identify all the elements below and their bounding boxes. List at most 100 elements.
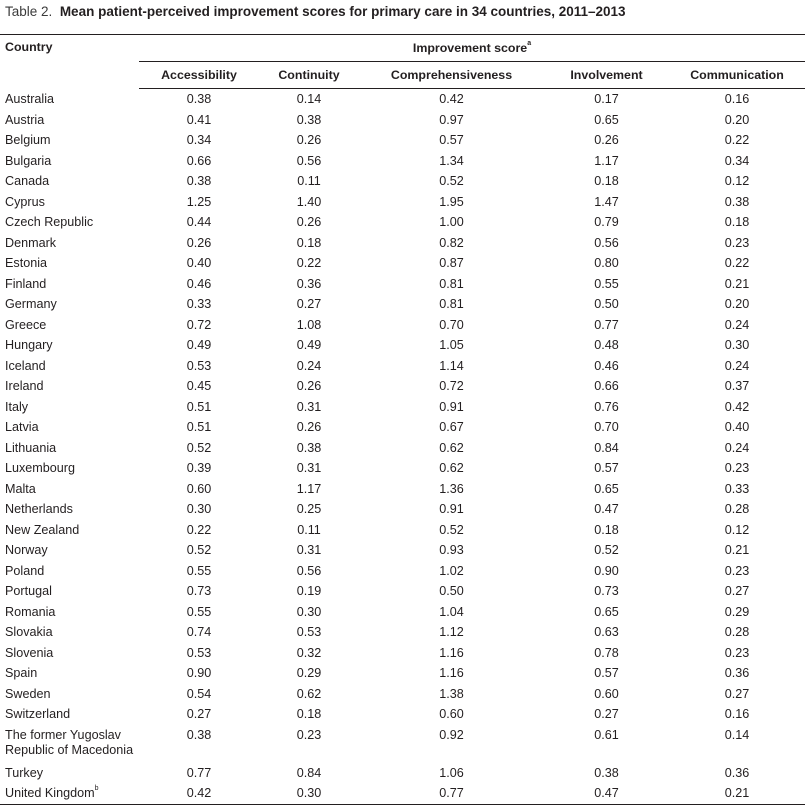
score-cell-communication: 0.28 [724, 502, 750, 517]
group-header-label: Improvement score [412, 41, 528, 55]
score-cell-communication: 0.18 [724, 215, 750, 230]
score-cell-continuity: 0.26 [296, 215, 322, 230]
score-cell-accessibility: 0.52 [186, 543, 212, 558]
country-name: The former Yugoslav Republic of Macedoni… [5, 727, 134, 757]
country-cell: Denmark [0, 233, 139, 254]
table-row: Spain 0.90 0.29 1.16 0.57 0.36 [0, 663, 805, 684]
score-cell-comprehensiveness: 1.38 [439, 686, 464, 701]
country-cell: Spain [0, 663, 139, 684]
score-cell-comprehensiveness: 0.57 [439, 133, 464, 148]
table-row: Greece 0.72 1.08 0.70 0.77 0.24 [0, 315, 805, 336]
score-cell-accessibility: 0.27 [186, 707, 212, 722]
score-cell-accessibility: 0.54 [186, 686, 212, 701]
table-row: Cyprus 1.25 1.40 1.95 1.47 0.38 [0, 192, 805, 213]
score-cell-comprehensiveness: 1.14 [439, 358, 464, 373]
country-name: New Zealand [5, 522, 80, 537]
score-cell-accessibility: 0.33 [186, 297, 212, 312]
score-cell-continuity: 0.11 [297, 174, 321, 189]
country-cell: Italy [0, 397, 139, 418]
score-cell-comprehensiveness: 1.34 [439, 153, 464, 168]
score-cell-involvement: 0.70 [594, 420, 619, 435]
table-title: Mean patient-perceived improvement score… [59, 4, 626, 19]
table-row: Luxembourg 0.39 0.31 0.62 0.57 0.23 [0, 458, 805, 479]
table-row: Germany 0.33 0.27 0.81 0.50 0.20 [0, 294, 805, 315]
score-cell-communication: 0.23 [724, 235, 750, 250]
country-cell: Germany [0, 294, 139, 315]
table-row: Iceland 0.53 0.24 1.14 0.46 0.24 [0, 356, 805, 377]
score-cell-comprehensiveness: 0.92 [439, 727, 464, 742]
score-cell-continuity: 0.31 [296, 399, 322, 414]
table-label: Table 2. [5, 4, 53, 19]
score-cell-accessibility: 0.42 [139, 783, 259, 805]
table-row: Lithuania 0.52 0.38 0.62 0.84 0.24 [0, 438, 805, 459]
score-cell-accessibility: 0.30 [186, 502, 212, 517]
score-cell-involvement: 0.65 [594, 481, 619, 496]
score-cell-communication: 0.33 [724, 481, 750, 496]
table-row: Belgium 0.34 0.26 0.57 0.26 0.22 [0, 130, 805, 151]
column-header-accessibility: Accessibility [139, 61, 259, 89]
score-cell-communication: 0.20 [724, 112, 750, 127]
country-cell: Slovenia [0, 643, 139, 664]
score-cell-communication: 0.16 [724, 92, 750, 107]
country-name: Romania [5, 604, 56, 619]
country-name: Turkey [5, 765, 44, 780]
score-cell-accessibility: 0.26 [186, 235, 212, 250]
score-cell-continuity: 0.25 [296, 502, 322, 517]
score-cell-continuity: 0.14 [296, 92, 322, 107]
score-cell-involvement: 0.65 [594, 112, 619, 127]
score-cell-communication: 0.27 [724, 686, 750, 701]
score-cell-involvement: 1.47 [594, 194, 619, 209]
country-cell: Finland [0, 274, 139, 295]
country-cell: Latvia [0, 417, 139, 438]
score-cell-comprehensiveness: 1.12 [439, 625, 464, 640]
country-cell: Iceland [0, 356, 139, 377]
score-cell-involvement: 0.17 [594, 92, 619, 107]
score-cell-comprehensiveness: 1.36 [439, 481, 464, 496]
country-cell: Turkey [0, 763, 139, 784]
table-row: Netherlands 0.30 0.25 0.91 0.47 0.28 [0, 499, 805, 520]
score-cell-accessibility: 0.55 [186, 604, 212, 619]
table-row: Australia 0.38 0.14 0.42 0.17 0.16 [0, 89, 805, 110]
score-cell-involvement: 0.76 [594, 399, 619, 414]
score-cell-comprehensiveness: 1.16 [439, 666, 464, 681]
country-cell: Malta [0, 479, 139, 500]
score-cell-involvement: 0.47 [544, 783, 669, 805]
score-cell-accessibility: 0.53 [186, 645, 212, 660]
score-cell-comprehensiveness: 0.52 [439, 174, 464, 189]
table-row: Switzerland 0.27 0.18 0.60 0.27 0.16 [0, 704, 805, 725]
score-cell-communication: 0.22 [724, 256, 750, 271]
column-header-comprehensiveness: Comprehensiveness [359, 61, 544, 89]
score-cell-accessibility: 0.40 [186, 256, 212, 271]
country-cell: Switzerland [0, 704, 139, 725]
country-cell: Belgium [0, 130, 139, 151]
score-cell-comprehensiveness: 0.62 [439, 440, 464, 455]
table-row: Portugal 0.73 0.19 0.50 0.73 0.27 [0, 581, 805, 602]
score-cell-continuity: 1.17 [296, 481, 322, 496]
score-cell-continuity: 0.19 [296, 584, 322, 599]
score-cell-communication: 0.36 [724, 666, 750, 681]
score-cell-continuity: 0.31 [296, 543, 322, 558]
score-cell-accessibility: 0.53 [186, 358, 212, 373]
score-cell-continuity: 1.40 [296, 194, 322, 209]
country-name: Poland [5, 563, 45, 578]
score-cell-accessibility: 0.90 [186, 666, 212, 681]
table-row: Romania 0.55 0.30 1.04 0.65 0.29 [0, 602, 805, 623]
country-name: Italy [5, 399, 29, 414]
score-cell-comprehensiveness: 1.16 [439, 645, 464, 660]
score-cell-comprehensiveness: 0.42 [439, 92, 464, 107]
country-name: Luxembourg [5, 461, 76, 476]
score-cell-continuity: 0.18 [296, 235, 322, 250]
score-cell-involvement: 0.18 [594, 174, 619, 189]
header-row-group: Country Improvement scorea [0, 34, 805, 62]
score-cell-involvement: 0.38 [594, 765, 619, 780]
score-cell-accessibility: 0.38 [186, 92, 212, 107]
score-cell-comprehensiveness: 0.52 [439, 522, 464, 537]
score-cell-communication: 0.42 [724, 399, 750, 414]
score-cell-continuity: 0.29 [296, 666, 322, 681]
country-name: Hungary [5, 338, 53, 353]
table-row: Sweden 0.54 0.62 1.38 0.60 0.27 [0, 684, 805, 705]
table-row: Italy 0.51 0.31 0.91 0.76 0.42 [0, 397, 805, 418]
table-row: Bulgaria 0.66 0.56 1.34 1.17 0.34 [0, 151, 805, 172]
country-name: Cyprus [5, 194, 45, 209]
score-cell-accessibility: 0.22 [186, 522, 212, 537]
